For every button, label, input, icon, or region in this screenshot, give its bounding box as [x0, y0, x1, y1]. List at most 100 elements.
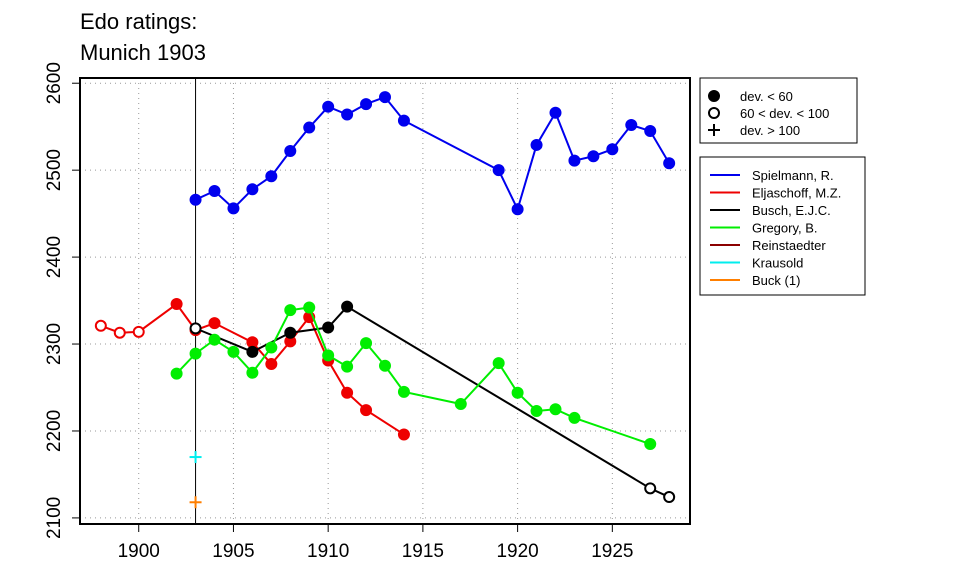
data-point-busch-e-j-c [341, 300, 354, 313]
series-eljaschoff-m-z [94, 298, 410, 441]
data-point-gregory-b [170, 367, 183, 380]
data-point-busch-e-j-c [284, 326, 297, 339]
y-tick-label: 2300 [44, 323, 65, 365]
chart-title: Edo ratings: Munich 1903 [80, 9, 206, 65]
series-legend-label: Reinstaedter [752, 238, 826, 253]
data-point-spielmann-r [189, 193, 202, 206]
data-point-spielmann-r [322, 100, 335, 113]
data-point-gregory-b [265, 341, 278, 354]
series-legend-label: Eljaschoff, M.Z. [752, 186, 841, 201]
series-krausold [189, 451, 202, 464]
data-point-spielmann-r [397, 114, 410, 127]
data-point-spielmann-r [341, 108, 354, 121]
data-point-gregory-b [227, 345, 240, 358]
data-point-spielmann-r [587, 150, 600, 163]
data-point-gregory-b [549, 403, 562, 416]
data-point-gregory-b [568, 411, 581, 424]
data-point-gregory-b [511, 386, 524, 399]
x-tick-label: 1925 [591, 541, 633, 562]
data-point-busch-e-j-c [644, 482, 657, 495]
data-point-spielmann-r [379, 91, 391, 104]
series-buck-1 [189, 496, 202, 509]
data-point-spielmann-r [606, 143, 619, 156]
series-gregory-b [170, 301, 657, 451]
series-line-busch-e-j-c [195, 305, 670, 498]
series-legend-label: Buck (1) [752, 273, 800, 288]
data-point-gregory-b [208, 333, 221, 346]
data-point-eljaschoff-m-z [170, 298, 183, 311]
data-point-gregory-b [189, 347, 202, 360]
series-legend-box [699, 156, 866, 296]
data-point-gregory-b [341, 360, 354, 373]
marker-legend-label: dev. > 100 [740, 123, 800, 138]
marker-legend-label: dev. < 60 [740, 89, 793, 104]
data-point-krausold [189, 451, 202, 464]
data-point-gregory-b [644, 438, 657, 451]
series-spielmann-r [189, 91, 676, 216]
y-tick-label: 2200 [44, 410, 65, 452]
data-point-gregory-b [492, 357, 505, 370]
marker-legend: dev. < 60 60 < dev. < 100 dev. > 100 [699, 77, 858, 144]
title-line-1: Edo ratings: [80, 9, 197, 34]
data-point-gregory-b [360, 337, 373, 350]
series-legend-label: Krausold [752, 256, 803, 271]
x-axis: 1900 1905 1910 1915 1920 1925 [118, 523, 633, 562]
series-layer [94, 91, 676, 509]
series-legend-label: Gregory, B. [752, 221, 818, 236]
data-point-spielmann-r [208, 185, 221, 198]
data-point-gregory-b [303, 301, 316, 314]
data-point-gregory-b [322, 349, 335, 362]
marker-legend-symbol [708, 124, 720, 136]
data-point-eljaschoff-m-z [341, 386, 354, 399]
data-point-spielmann-r [644, 125, 657, 138]
data-point-spielmann-r [549, 106, 562, 119]
data-point-spielmann-r [511, 203, 524, 216]
series-legend-label: Spielmann, R. [752, 168, 834, 183]
x-tick-label: 1910 [307, 541, 349, 562]
data-point-eljaschoff-m-z [132, 325, 145, 338]
y-axis: 2100 2200 2300 2400 2500 2600 [44, 62, 80, 539]
data-point-spielmann-r [492, 164, 505, 177]
data-point-spielmann-r [530, 138, 543, 151]
data-point-spielmann-r [246, 183, 259, 196]
data-point-buck-1 [189, 496, 202, 509]
data-point-busch-e-j-c [663, 491, 676, 504]
series-legend: Spielmann, R. Eljaschoff, M.Z. Busch, E.J.… [699, 156, 866, 296]
data-point-eljaschoff-m-z [94, 319, 107, 332]
series-line-spielmann-r [195, 95, 671, 213]
marker-legend-box [699, 77, 858, 144]
data-point-gregory-b [379, 359, 391, 372]
data-point-eljaschoff-m-z [397, 428, 410, 441]
y-tick-label: 2100 [44, 497, 65, 539]
data-point-gregory-b [397, 385, 410, 398]
x-tick-label: 1920 [496, 541, 538, 562]
marker-legend-symbol [708, 90, 720, 102]
series-legend-label: Busch, E.J.C. [752, 203, 831, 218]
data-point-eljaschoff-m-z [360, 404, 373, 417]
data-point-busch-e-j-c [246, 345, 259, 358]
data-point-eljaschoff-m-z [113, 326, 126, 339]
data-point-eljaschoff-m-z [265, 358, 278, 371]
data-point-gregory-b [530, 404, 543, 417]
data-point-spielmann-r [265, 170, 278, 183]
data-point-eljaschoff-m-z [208, 317, 221, 330]
marker-legend-label: 60 < dev. < 100 [740, 106, 829, 121]
data-point-spielmann-r [360, 98, 373, 111]
y-tick-label: 2600 [44, 62, 65, 104]
x-tick-label: 1905 [212, 541, 254, 562]
marker-legend-symbol [708, 107, 720, 119]
y-tick-label: 2400 [44, 236, 65, 278]
data-point-busch-e-j-c [189, 322, 202, 335]
data-point-busch-e-j-c [322, 321, 335, 334]
data-point-spielmann-r [663, 157, 676, 170]
data-point-spielmann-r [303, 121, 316, 134]
data-point-gregory-b [246, 366, 259, 379]
data-point-gregory-b [454, 398, 467, 411]
y-tick-label: 2500 [44, 149, 65, 191]
title-line-2: Munich 1903 [80, 40, 206, 65]
series-busch-e-j-c [189, 300, 676, 504]
data-point-spielmann-r [568, 154, 581, 167]
series-line-eljaschoff-m-z [100, 302, 405, 436]
data-point-spielmann-r [227, 202, 240, 215]
x-tick-label: 1900 [118, 541, 160, 562]
